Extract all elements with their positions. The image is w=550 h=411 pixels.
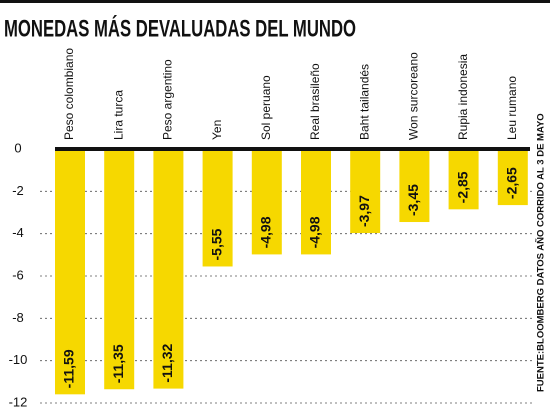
bar [497, 149, 528, 206]
bar [301, 149, 331, 255]
chart-title: MONEDAS MÁS DEVALUADAS DEL MUNDO [4, 14, 356, 42]
value-label: -2,85 [454, 171, 470, 203]
x-tick-label: Leu rumano [505, 76, 519, 140]
y-tick-label: -12 [9, 394, 28, 409]
top-rule [0, 0, 550, 3]
y-tick-label: -10 [9, 352, 28, 367]
y-tick-label: -8 [12, 310, 24, 325]
value-label: -11,35 [110, 344, 126, 383]
value-label: -2,65 [504, 167, 520, 199]
bar [202, 149, 233, 267]
bar [350, 149, 381, 234]
x-tick-label: Sol peruano [259, 75, 273, 140]
x-tick-label: Baht tailandés [357, 64, 371, 140]
x-tick-label: Won surcoreano [407, 52, 421, 140]
value-label: -5,55 [208, 228, 224, 260]
value-label: -3,97 [356, 195, 372, 227]
x-tick-label: Real brasileño [308, 63, 322, 140]
y-tick-label: -2 [12, 183, 24, 198]
bar [448, 149, 479, 210]
x-tick-label: Rupia indonesia [456, 54, 470, 140]
value-label: -11,59 [61, 349, 77, 388]
value-label: -4,98 [258, 216, 274, 248]
value-label: -11,32 [159, 343, 175, 382]
x-tick-label: Lira turca [111, 90, 125, 140]
x-tick-label: Peso colombiano [62, 48, 76, 140]
y-tick-label: -6 [12, 267, 24, 282]
x-tick-label: Peso argentino [161, 59, 175, 140]
value-label: -3,45 [405, 184, 421, 216]
y-tick-label: -4 [12, 225, 24, 240]
bar [153, 149, 184, 389]
bar [251, 149, 282, 255]
value-label: -4,98 [307, 216, 323, 248]
bar [399, 149, 430, 223]
source-note: FUENTE:BLOOMBERG DATOS AÑO CORRIDO AL 3 … [536, 113, 547, 392]
y-tick-label: 0 [14, 140, 21, 155]
zero-line [55, 147, 530, 151]
bar [55, 149, 85, 395]
x-tick-label: Yen [210, 120, 224, 140]
bar [104, 149, 135, 390]
